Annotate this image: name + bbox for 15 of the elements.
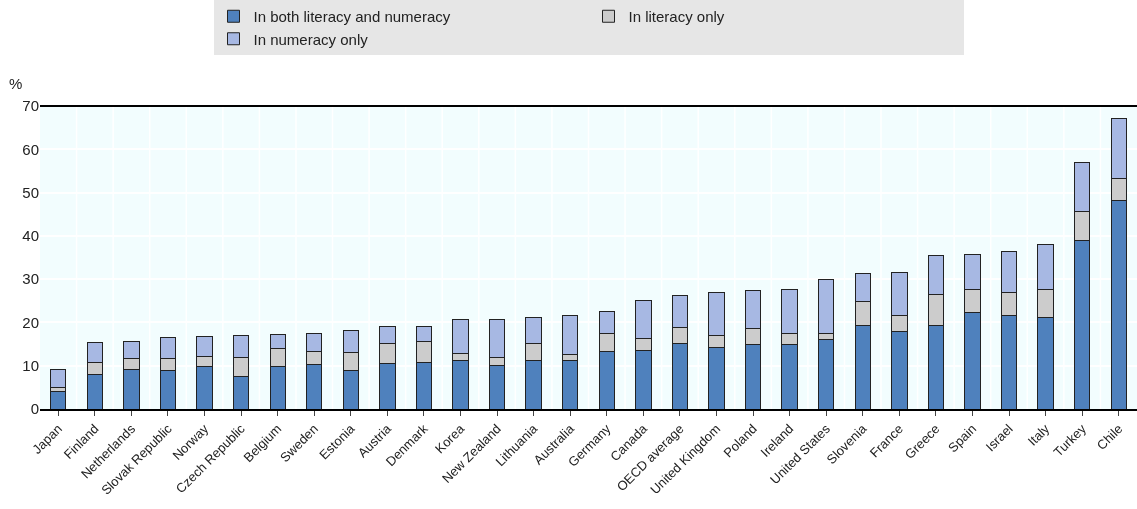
y-axis-title: % xyxy=(9,75,23,92)
bar xyxy=(50,368,67,389)
y-tick-label: 60 xyxy=(22,140,39,158)
legend-label: In numeracy only xyxy=(253,30,369,48)
y-tick-label: 70 xyxy=(22,97,39,115)
y-tick-label: 30 xyxy=(22,270,39,288)
bar xyxy=(50,391,67,409)
y-tick-label: 50 xyxy=(22,183,39,201)
legend-label: In both literacy and numeracy xyxy=(253,8,451,26)
legend-label: In literacy only xyxy=(628,8,725,26)
y-tick-label: 20 xyxy=(22,313,39,331)
y-tick-label: 40 xyxy=(22,227,39,245)
y-tick-label: 0 xyxy=(30,400,39,418)
x-tick-label: Italy xyxy=(1024,420,1053,449)
y-tick-label: 10 xyxy=(22,356,39,374)
